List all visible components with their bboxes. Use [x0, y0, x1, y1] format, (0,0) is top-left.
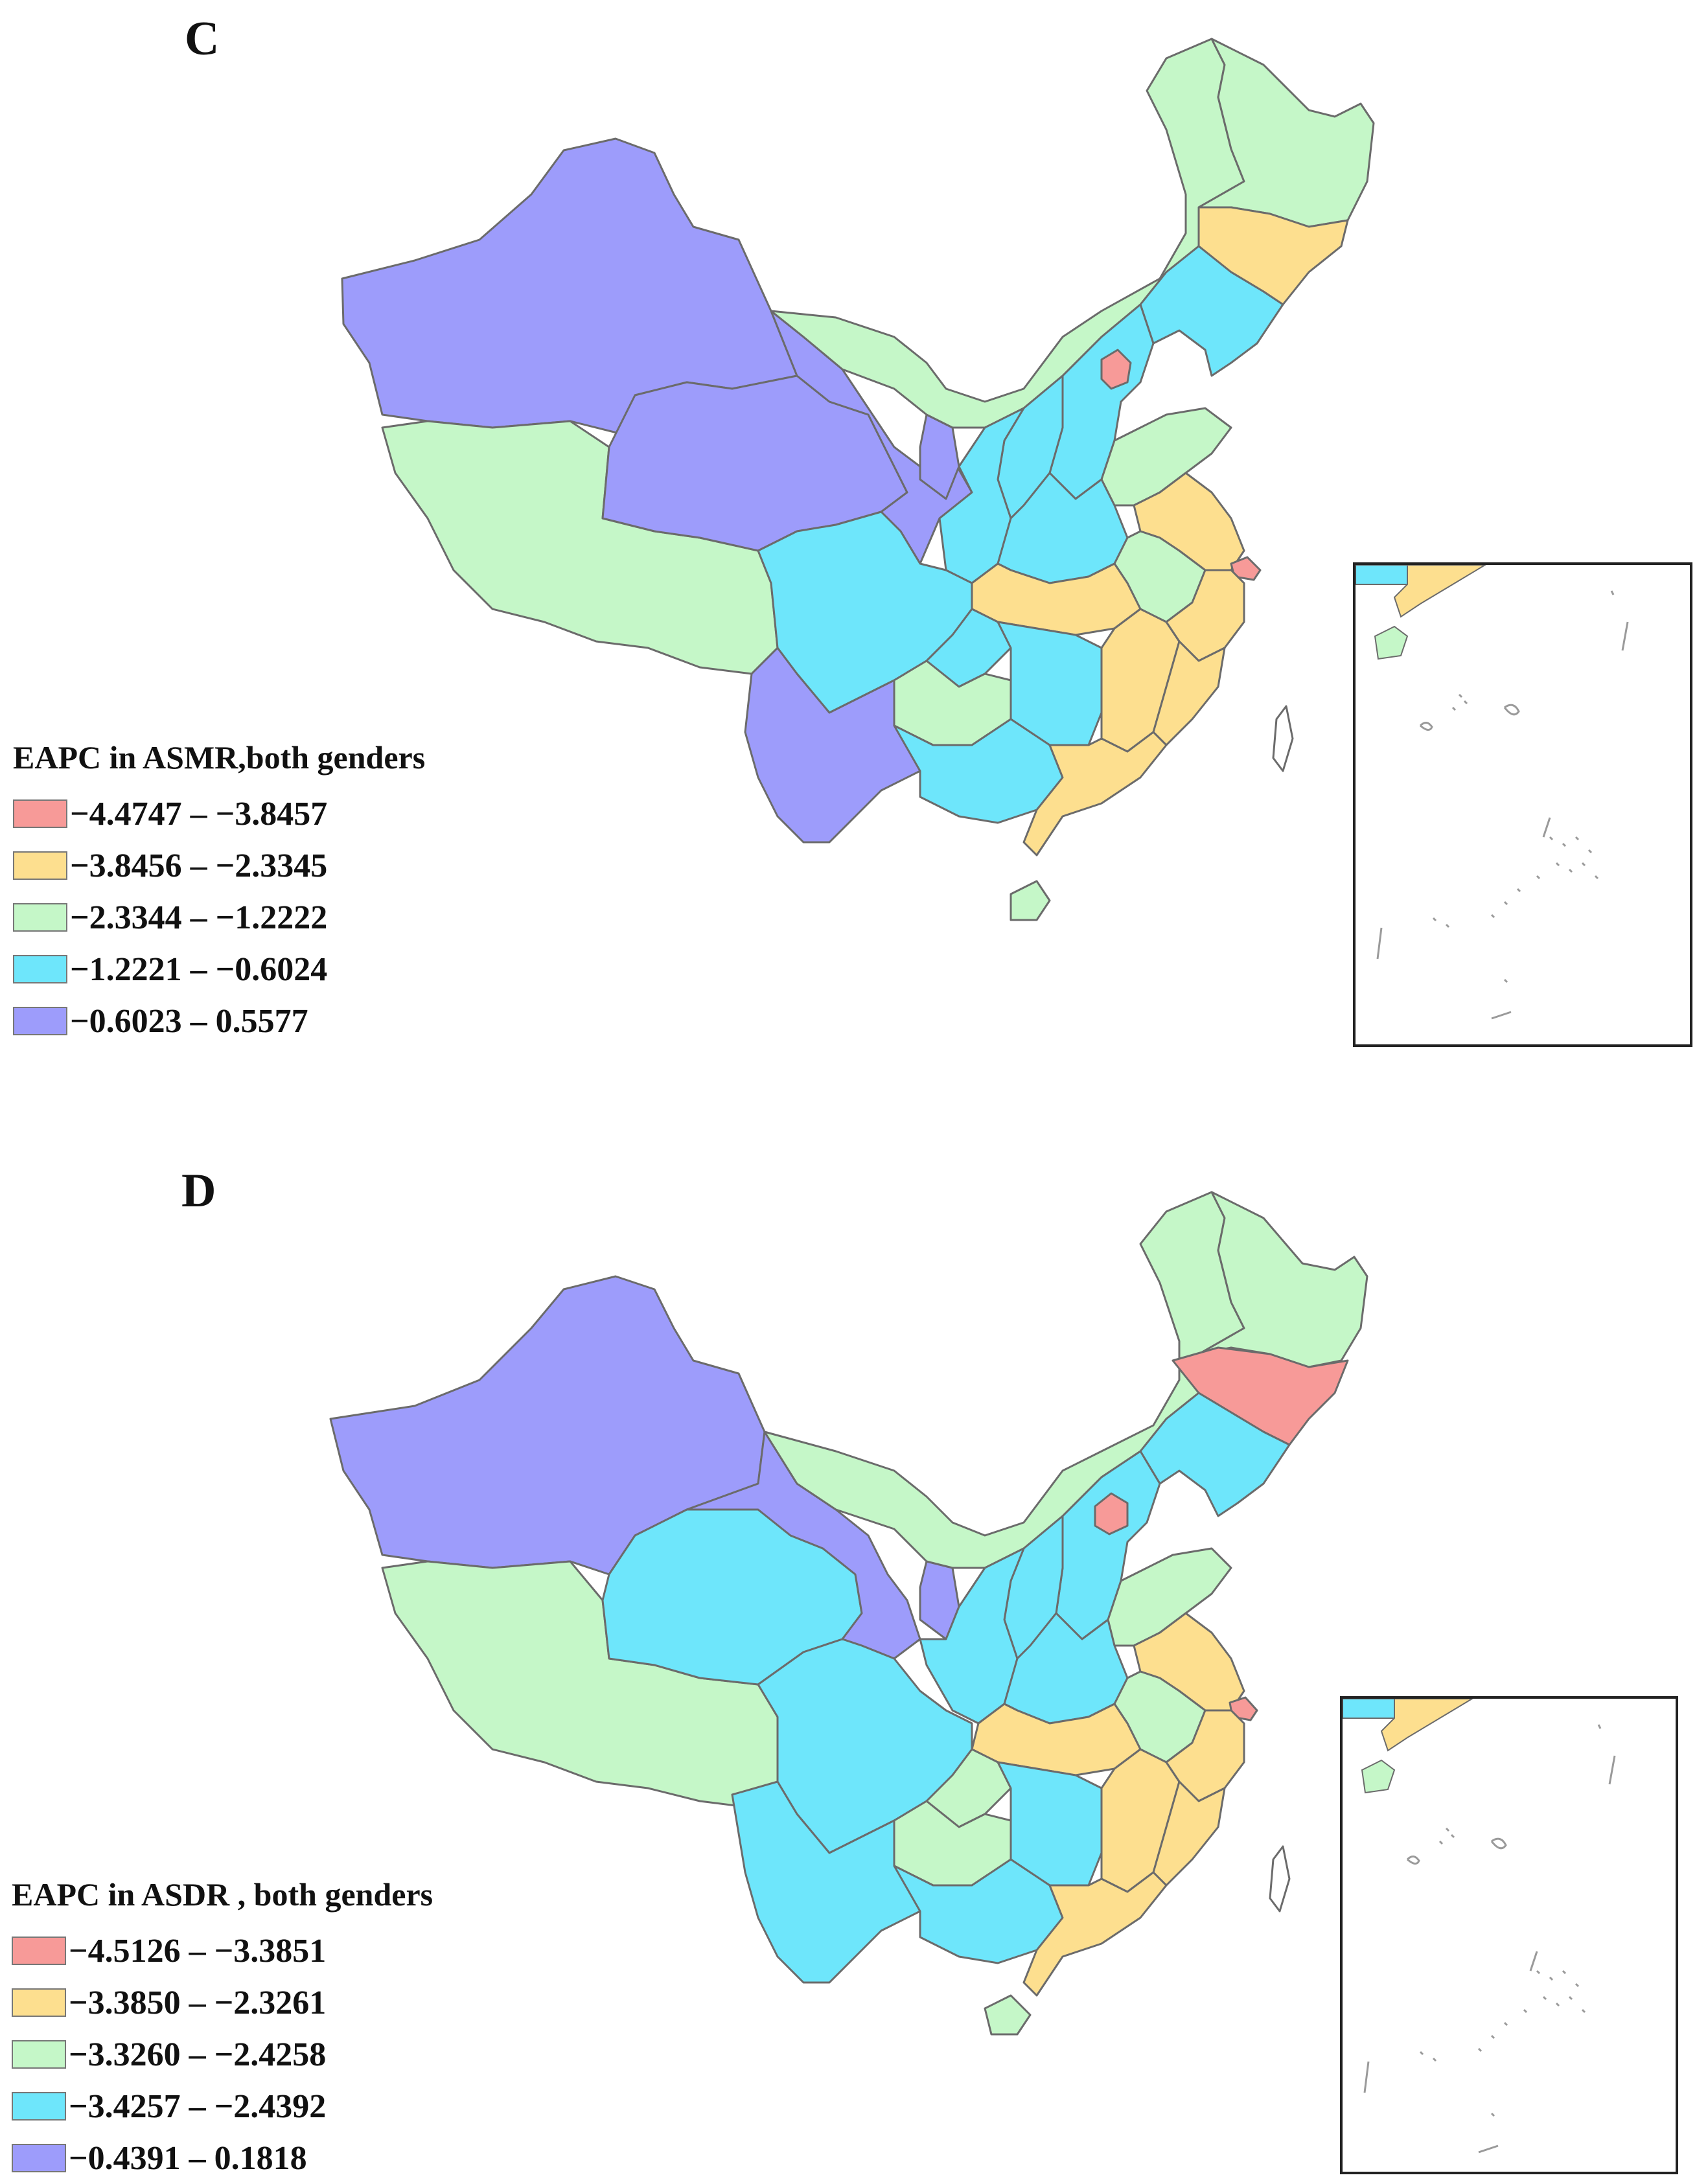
- legend: EAPC in ASMR,both genders −4.4747 – −3.8…: [13, 739, 425, 1047]
- china-map: [329, 1191, 1368, 2036]
- legend-item: −3.4257 – −2.4392: [12, 2080, 433, 2132]
- region-beijing: [1100, 349, 1132, 390]
- panel-d: D EAPC in ASDR , both genders: [0, 1147, 1708, 2177]
- region-zhejiang: [1165, 569, 1245, 662]
- legend-swatch: [13, 1007, 67, 1035]
- legend-item: −4.4747 – −3.8457: [13, 788, 425, 840]
- legend-swatch: [13, 799, 67, 828]
- region-hainan: [984, 1994, 1032, 2036]
- legend-item: −0.4391 – 0.1818: [12, 2132, 433, 2184]
- legend-label: −3.3850 – −2.3261: [69, 1984, 327, 2021]
- south-china-sea-inset: [1340, 1696, 1678, 2174]
- legend-item: −0.6023 – 0.5577: [13, 995, 425, 1047]
- inset-guangdong-edge: [1393, 565, 1486, 618]
- legend-swatch: [12, 2092, 66, 2121]
- inset-guangxi-edge: [1356, 565, 1408, 585]
- china-map: [341, 38, 1375, 921]
- region-shandong: [1100, 407, 1232, 507]
- legend-title: EAPC in ASMR,both genders: [13, 739, 426, 776]
- legend-item: −1.2221 – −0.6024: [13, 943, 425, 995]
- legend-item: −2.3344 – −1.2222: [13, 891, 425, 943]
- legend-swatch: [13, 903, 67, 932]
- legend-label: −3.8456 – −2.3345: [70, 847, 328, 884]
- inset-hainan: [1361, 1759, 1396, 1794]
- region-zhejiang: [1165, 1709, 1245, 1802]
- legend-swatch: [12, 1988, 66, 2017]
- inset-islands: [1363, 1724, 1616, 2154]
- legend-swatch: [12, 1937, 66, 1965]
- legend-item: −3.8456 – −2.3345: [13, 840, 425, 891]
- legend-swatch: [13, 955, 67, 983]
- region-taiwan: [1269, 1845, 1291, 1913]
- legend-swatch: [12, 2144, 66, 2172]
- legend: EAPC in ASDR , both genders −4.5126 – −3…: [12, 1876, 433, 2184]
- legend-label: −2.3344 – −1.2222: [70, 899, 328, 936]
- panel-letter: C: [185, 12, 220, 65]
- legend-label: −1.2221 – −0.6024: [70, 950, 328, 988]
- panel-c: C EAPC in ASMR,both genders: [0, 0, 1708, 1088]
- legend-swatch: [12, 2040, 66, 2069]
- region-taiwan: [1272, 705, 1294, 772]
- region-gansu: [770, 310, 973, 565]
- region-guangdong: [1022, 1871, 1168, 1997]
- legend-label: −3.4257 – −2.4392: [69, 2087, 327, 2125]
- legend-label: −4.4747 – −3.8457: [70, 795, 328, 833]
- region-inner-mongolia: [770, 38, 1245, 429]
- region-fujian: [1152, 640, 1226, 746]
- region-yunnan: [744, 647, 934, 844]
- region-fujian: [1152, 1780, 1226, 1887]
- region-guangdong: [1022, 731, 1168, 856]
- legend-label: −0.4391 – 0.1818: [69, 2139, 307, 2177]
- inset-guangxi-edge: [1343, 1699, 1395, 1719]
- panel-letter: D: [181, 1164, 216, 1217]
- legend-label: −0.6023 – 0.5577: [70, 1002, 308, 1040]
- inset-islands: [1376, 590, 1629, 1020]
- south-china-sea-inset: [1353, 562, 1692, 1047]
- region-hainan: [1010, 880, 1051, 921]
- inset-guangdong-edge: [1380, 1699, 1473, 1752]
- legend-label: −4.5126 – −3.3851: [69, 1932, 327, 1970]
- inset-hainan: [1374, 625, 1409, 660]
- legend-item: −4.5126 – −3.3851: [12, 1925, 433, 1977]
- legend-item: −3.3260 – −2.4258: [12, 2029, 433, 2080]
- legend-item: −3.3850 – −2.3261: [12, 1977, 433, 2029]
- legend-title: EAPC in ASDR , both genders: [12, 1876, 433, 1913]
- legend-swatch: [13, 851, 67, 880]
- region-beijing: [1094, 1492, 1129, 1535]
- region-shandong: [1107, 1547, 1232, 1647]
- legend-label: −3.3260 – −2.4258: [69, 2036, 327, 2073]
